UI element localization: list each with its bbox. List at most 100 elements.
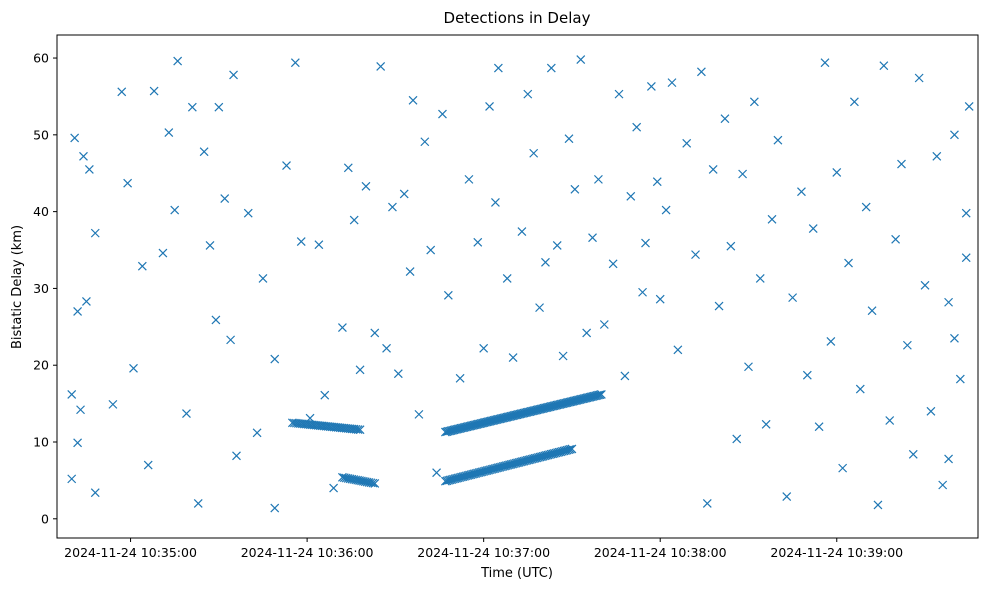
- data-point: [908, 449, 918, 459]
- data-point: [552, 240, 562, 250]
- data-point: [944, 454, 953, 464]
- data-point: [744, 362, 753, 372]
- data-point: [838, 463, 848, 473]
- data-point: [502, 274, 512, 283]
- data-point: [399, 189, 409, 199]
- data-point: [90, 488, 100, 498]
- data-point: [682, 138, 692, 148]
- data-point: [290, 58, 300, 68]
- data-point: [329, 483, 339, 493]
- data-point: [349, 215, 359, 225]
- y-tick-label: 30: [33, 281, 49, 296]
- data-point: [885, 416, 895, 425]
- data-point: [844, 258, 853, 268]
- track-point: [370, 479, 380, 488]
- data-point: [76, 405, 85, 415]
- data-point: [926, 406, 936, 416]
- data-point: [129, 363, 138, 373]
- track-point: [596, 389, 606, 399]
- x-tick-label: 2024-11-24 10:38:00: [594, 545, 727, 560]
- data-point: [720, 114, 730, 124]
- track-point: [567, 444, 577, 454]
- data-point: [652, 177, 662, 187]
- data-point: [546, 63, 556, 73]
- data-point: [361, 181, 371, 191]
- data-point: [714, 301, 724, 311]
- data-point: [252, 428, 262, 438]
- data-point: [732, 434, 742, 444]
- data-point: [767, 214, 777, 224]
- data-point: [708, 164, 718, 174]
- x-tick-label: 2024-11-24 10:37:00: [417, 545, 550, 560]
- data-point: [426, 245, 436, 255]
- y-tick-label: 20: [33, 358, 49, 373]
- track-point: [564, 445, 574, 455]
- data-point: [314, 240, 324, 250]
- data-point: [199, 147, 209, 157]
- data-point: [117, 87, 127, 97]
- data-point: [90, 228, 100, 238]
- data-point: [593, 174, 603, 184]
- data-point: [961, 208, 971, 218]
- data-point: [570, 184, 580, 194]
- data-point: [529, 148, 539, 158]
- data-point: [576, 55, 586, 64]
- data-point: [614, 89, 624, 99]
- data-point: [655, 294, 665, 304]
- data-point: [73, 307, 83, 316]
- plot-area: [57, 35, 978, 538]
- track-point: [595, 390, 605, 400]
- data-point: [123, 178, 133, 188]
- data-point: [755, 274, 765, 283]
- data-point: [661, 205, 671, 215]
- data-point: [370, 328, 380, 338]
- data-point: [832, 168, 842, 177]
- data-point: [626, 191, 636, 201]
- data-point: [420, 137, 430, 147]
- data-point: [582, 328, 592, 338]
- data-point: [673, 345, 683, 355]
- data-point: [464, 174, 474, 184]
- data-point: [867, 306, 877, 316]
- x-tick-label: 2024-11-24 10:36:00: [241, 545, 374, 560]
- data-point: [82, 297, 91, 306]
- data-point: [620, 371, 630, 381]
- data-point: [70, 133, 80, 143]
- data-point: [564, 134, 574, 144]
- data-point: [599, 320, 609, 329]
- data-point: [320, 390, 330, 400]
- data-point: [393, 369, 403, 379]
- data-point: [205, 240, 215, 250]
- data-point: [891, 234, 901, 244]
- data-point: [902, 340, 912, 350]
- data-point: [541, 257, 550, 267]
- y-tick-label: 10: [33, 435, 49, 450]
- data-point: [473, 237, 483, 247]
- data-point: [388, 202, 397, 212]
- data-point: [955, 374, 965, 384]
- data-point: [270, 503, 280, 513]
- y-tick-label: 40: [33, 204, 49, 219]
- x-axis-title: Time (UTC): [480, 566, 553, 581]
- data-point: [438, 109, 447, 119]
- data-point: [229, 70, 238, 80]
- data-point: [802, 370, 812, 380]
- plot-frame: [56, 34, 979, 539]
- data-point: [855, 384, 865, 394]
- y-tick-label: 0: [41, 511, 49, 526]
- data-point: [79, 151, 88, 161]
- data-point: [914, 73, 924, 83]
- x-tick-label: 2024-11-24 10:35:00: [64, 545, 197, 560]
- data-point: [797, 187, 806, 197]
- data-point: [788, 293, 798, 303]
- data-point: [964, 101, 974, 111]
- data-point: [108, 399, 118, 409]
- data-point: [920, 280, 930, 290]
- data-point: [187, 102, 197, 112]
- track-point: [351, 424, 361, 434]
- data-point: [558, 351, 568, 361]
- data-point: [214, 102, 224, 112]
- data-point: [749, 97, 759, 107]
- ticks-layer: 2024-11-24 10:35:00 2024-11-24 10:36:00 20…: [33, 51, 903, 560]
